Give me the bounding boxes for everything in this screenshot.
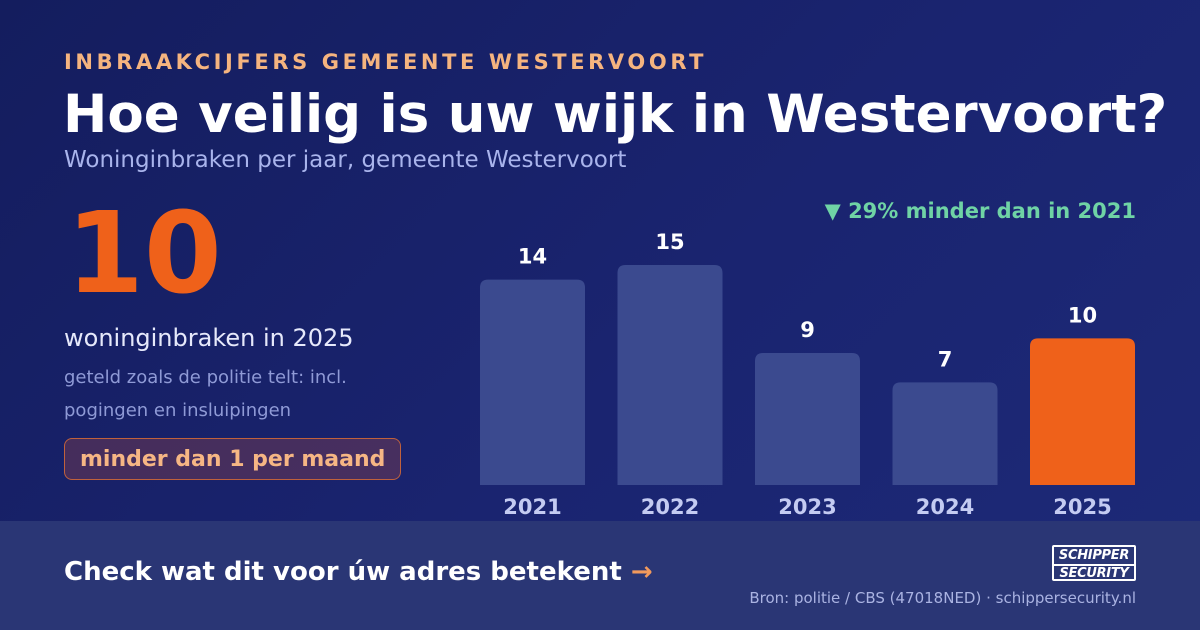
data-label-2022: 15	[655, 230, 684, 254]
tick-label-2025: 2025	[1053, 495, 1111, 519]
tick-label-2023: 2023	[778, 495, 836, 519]
bar-2021	[480, 279, 585, 485]
tick-label-2024: 2024	[916, 495, 974, 519]
count-note: geteld zoals de politie telt: incl. pogi…	[64, 367, 347, 421]
logo-text-line2: SECURITY	[1054, 564, 1134, 582]
delta-indicator: ▼ 29% minder dan in 2021	[824, 199, 1136, 223]
bar-2022	[617, 265, 723, 485]
data-label-2021: 14	[518, 245, 547, 269]
bar-2024	[892, 382, 998, 485]
big-number-label: woninginbraken in 2025	[64, 324, 354, 352]
cta-link[interactable]: Check wat dit voor úw adres betekent →	[64, 557, 653, 587]
page-title: Hoe veilig is uw wijk in Westervoort?	[63, 84, 1168, 145]
cta-text: Check wat dit voor úw adres betekent	[64, 557, 622, 587]
bar-2023	[755, 353, 860, 485]
data-label-2024: 7	[938, 347, 953, 371]
tick-label-2021: 2021	[503, 495, 561, 519]
footer-bar	[0, 521, 1200, 630]
brand-logo: SCHIPPER SECURITY	[1052, 545, 1136, 581]
data-label-2025: 10	[1068, 303, 1097, 327]
tick-label-2022: 2022	[641, 495, 699, 519]
big-number: 10	[66, 189, 222, 319]
logo-text-line1: SCHIPPER	[1058, 548, 1130, 563]
bar-chart: 14 2021 15 2022 9 2023 7 2024 10 2025	[480, 230, 1135, 519]
arrow-right-icon: →	[630, 557, 653, 587]
bar-2025	[1030, 338, 1135, 485]
page-subtitle: Woninginbraken per jaar, gemeente Wester…	[64, 147, 627, 173]
eyebrow-label: INBRAAKCIJFERS GEMEENTE WESTERVOORT	[64, 50, 708, 74]
source-credit: Bron: politie / CBS (47018NED) · schippe…	[749, 589, 1136, 607]
monthly-badge: minder dan 1 per maand	[64, 438, 402, 480]
data-label-2023: 9	[800, 318, 815, 342]
